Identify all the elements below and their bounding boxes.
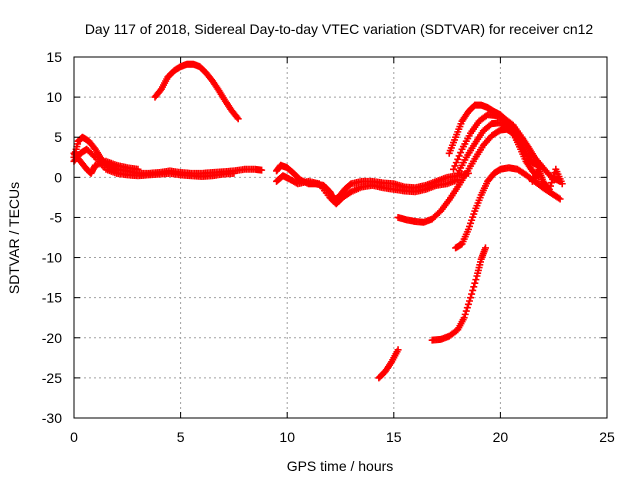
data-point bbox=[468, 290, 476, 298]
series-arc-3 bbox=[70, 149, 142, 177]
data-point bbox=[545, 185, 553, 193]
y-tick-label: -15 bbox=[42, 290, 62, 306]
data-point bbox=[461, 310, 469, 318]
x-tick-label: 10 bbox=[279, 429, 295, 445]
data-point bbox=[522, 141, 530, 149]
y-tick-label: -5 bbox=[50, 209, 63, 225]
data-point bbox=[233, 113, 241, 121]
data-point bbox=[548, 179, 556, 187]
y-tick-label: -30 bbox=[42, 410, 62, 426]
data-point bbox=[556, 195, 564, 203]
data-point bbox=[234, 115, 242, 123]
series-arc-4 bbox=[151, 60, 242, 123]
data-point bbox=[469, 286, 477, 294]
data-point bbox=[462, 307, 470, 315]
data-point bbox=[558, 180, 566, 188]
x-axis-label: GPS time / hours bbox=[287, 458, 394, 474]
data-point bbox=[90, 152, 98, 160]
plot-frame bbox=[73, 56, 608, 419]
y-axis-label: SDTVAR / TECUs bbox=[6, 182, 22, 294]
chart-title: Day 117 of 2018, Sidereal Day-to-day VTE… bbox=[85, 21, 594, 37]
data-point bbox=[472, 276, 480, 284]
grid-lines bbox=[74, 57, 607, 418]
series-arc-10 bbox=[454, 119, 530, 177]
x-tick-label: 5 bbox=[177, 429, 185, 445]
y-tick-label: -25 bbox=[42, 370, 62, 386]
x-tick-label: 15 bbox=[386, 429, 402, 445]
axis-ticks: 0 5 10 15 20 25 -30 -25 -20 -15 -10 -5 0 5 10 15 bbox=[42, 49, 615, 445]
data-point bbox=[555, 194, 563, 202]
y-tick-label: 10 bbox=[46, 89, 62, 105]
data-point bbox=[134, 165, 142, 173]
data-points bbox=[70, 60, 566, 382]
data-point bbox=[464, 300, 472, 308]
data-point bbox=[547, 182, 555, 190]
y-tick-label: -10 bbox=[42, 250, 62, 266]
data-point bbox=[258, 166, 266, 174]
data-point bbox=[455, 152, 463, 160]
data-point bbox=[457, 149, 465, 157]
data-point bbox=[452, 159, 460, 167]
data-point bbox=[463, 304, 471, 312]
y-tick-label: 15 bbox=[46, 49, 62, 65]
data-point bbox=[230, 169, 238, 177]
data-point bbox=[465, 297, 473, 305]
series-arc-14 bbox=[528, 165, 566, 193]
y-tick-label: 5 bbox=[54, 129, 62, 145]
data-point bbox=[449, 165, 457, 173]
data-point bbox=[394, 346, 402, 354]
x-tick-label: 25 bbox=[599, 429, 615, 445]
x-tick-label: 0 bbox=[70, 429, 78, 445]
data-point bbox=[460, 314, 468, 322]
series-arc-13 bbox=[375, 346, 402, 382]
data-point bbox=[471, 279, 479, 287]
data-point bbox=[467, 294, 475, 302]
data-point bbox=[454, 155, 462, 163]
y-tick-label: -20 bbox=[42, 330, 62, 346]
data-point bbox=[481, 244, 489, 252]
data-point bbox=[451, 162, 459, 170]
y-tick-label: 0 bbox=[54, 169, 62, 185]
series-arc-2 bbox=[70, 145, 238, 181]
series-arc-12 bbox=[428, 244, 489, 344]
data-point bbox=[549, 175, 557, 183]
data-point bbox=[470, 283, 478, 291]
x-tick-label: 20 bbox=[493, 429, 509, 445]
